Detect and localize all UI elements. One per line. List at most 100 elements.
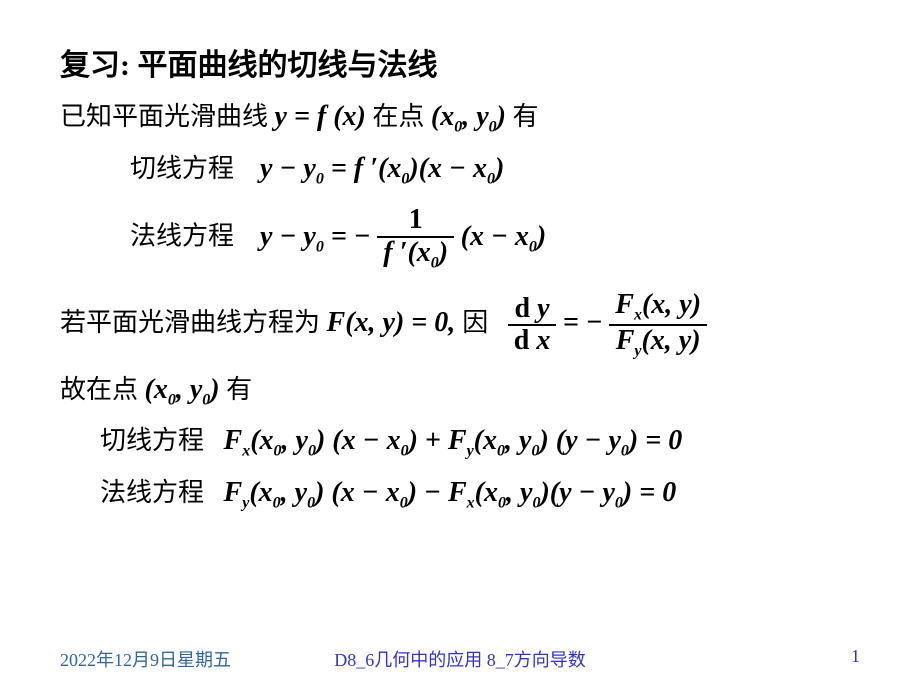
- slide: 复习: 平面曲线的切线与法线 已知平面光滑曲线 y = f (x) 在点 (x0…: [0, 0, 920, 690]
- t2-7: , y: [505, 425, 531, 456]
- n2-4: ) (x − x: [315, 477, 400, 508]
- footer-date: 2022年12月9日星期五: [60, 646, 231, 672]
- dx-x: x: [536, 325, 550, 356]
- footer-page: 1: [851, 646, 860, 672]
- tan-s1: 0: [316, 170, 324, 187]
- tan-mid: )(x − x: [409, 153, 487, 184]
- fy-b: (x, y): [641, 325, 700, 356]
- dy-y: y: [537, 293, 549, 324]
- tangent-eq: y − y0 = f ′(x0)(x − x0): [260, 153, 504, 184]
- t2-s6: 0: [497, 443, 505, 460]
- nor-end: ): [537, 221, 546, 252]
- fden-s: 0: [431, 255, 439, 272]
- therefore-line: 故在点 (x0, y0) 有: [60, 369, 860, 413]
- n2-3: , y: [281, 477, 307, 508]
- n2-7: , y: [506, 477, 532, 508]
- text-if-curve: 若平面光滑曲线方程为: [60, 308, 320, 337]
- n2-1: F: [224, 477, 243, 508]
- tan-end: ): [495, 153, 504, 184]
- eq-yfx: y = f (x): [275, 101, 366, 132]
- pt2-s0a: 0: [168, 391, 176, 408]
- footer-title: D8_6几何中的应用 8_7方向导数: [334, 646, 586, 672]
- t2-3: , y: [282, 425, 308, 456]
- normal-rhs: (x − x0): [461, 221, 547, 252]
- normal-line: 法线方程 y − y0 = − 1 f ′(x0) (x − x0): [130, 205, 860, 272]
- frac-num: 1: [377, 205, 454, 238]
- n2-s5: x: [467, 494, 475, 511]
- text-prefix: 已知平面光滑曲线: [60, 102, 268, 131]
- n2-9: ) = 0: [623, 477, 676, 508]
- dydx-block: d y d x = − Fx(x, y) Fy(x, y): [508, 290, 707, 360]
- n2-8: )(y − y: [540, 477, 614, 508]
- nor-eq: = −: [324, 221, 371, 252]
- nor-s1: 0: [316, 238, 324, 255]
- t2-9: ) = 0: [629, 425, 682, 456]
- normal-frac: 1 f ′(x0): [377, 205, 454, 272]
- Fx-num: Fx(x, y): [609, 290, 707, 326]
- text-has: 有: [512, 102, 538, 131]
- tangent2-label: 切线方程: [100, 426, 204, 455]
- nor-rhs: (x − x: [461, 221, 529, 252]
- implicit-curve-line: 若平面光滑曲线方程为 F(x, y) = 0, 因 d y d x = − Fx…: [60, 290, 860, 360]
- t2-s2: 0: [274, 443, 282, 460]
- t2-s1: x: [242, 443, 250, 460]
- frac-den: f ′(x0): [377, 238, 454, 272]
- fden-b: ): [439, 237, 448, 268]
- t2-6: (x: [474, 425, 497, 456]
- fx-s: x: [634, 307, 642, 324]
- normal-lhs: y − y0 = −: [260, 221, 371, 252]
- fx-b: (x, y): [642, 289, 701, 320]
- dydx-frac: d y d x: [508, 294, 557, 358]
- fden-a: f ′(x: [383, 237, 431, 268]
- pt-close: ): [497, 101, 506, 132]
- tangent2-line: 切线方程 Fx(x0, y0) (x − x0) + Fy(x0, y0) (y…: [100, 420, 860, 464]
- pt-x: (x: [431, 101, 454, 132]
- t2-5: ) + F: [409, 425, 467, 456]
- n2-s4: 0: [400, 494, 408, 511]
- n2-s3: 0: [307, 494, 315, 511]
- t2-s4: 0: [401, 443, 409, 460]
- text-therefore: 故在点: [60, 375, 138, 404]
- n2-6: (x: [475, 477, 498, 508]
- nor-lhs: y − y: [260, 221, 316, 252]
- n2-s6: 0: [498, 494, 506, 511]
- tangent-line: 切线方程 y − y0 = f ′(x0)(x − x0): [130, 148, 860, 192]
- tan-lhs: y − y: [260, 153, 316, 184]
- n2-s8: 0: [615, 494, 623, 511]
- eq-Fxy: F(x, y) = 0,: [327, 307, 463, 338]
- normal2-line: 法线方程 Fy(x0, y0) (x − x0) − Fx(x0, y0)(y …: [100, 472, 860, 516]
- n2-2: (x: [249, 477, 272, 508]
- dydx-num: d y: [508, 294, 557, 327]
- n2-s2: 0: [273, 494, 281, 511]
- text-at-point: 在点: [372, 102, 424, 131]
- slide-title: 复习: 平面曲线的切线与法线: [60, 40, 860, 84]
- fy-a: F: [616, 325, 635, 356]
- n2-5: ) − F: [408, 477, 467, 508]
- tan-eq: = f ′(x: [324, 153, 401, 184]
- given-curve-line: 已知平面光滑曲线 y = f (x) 在点 (x0, y0) 有: [60, 96, 860, 140]
- nor-s2: 0: [529, 238, 537, 255]
- FxFy-frac: Fx(x, y) Fy(x, y): [609, 290, 707, 360]
- t2-2: (x: [250, 425, 273, 456]
- t2-s3: 0: [308, 443, 316, 460]
- t2-s5: y: [467, 443, 474, 460]
- pt2-x: (x: [145, 374, 168, 405]
- normal-label: 法线方程: [130, 222, 234, 251]
- normal2-label: 法线方程: [100, 478, 204, 507]
- dydx-den: d x: [508, 326, 557, 357]
- t2-1: F: [224, 425, 243, 456]
- tangent-label: 切线方程: [130, 154, 234, 183]
- text-has2: 有: [226, 375, 252, 404]
- point2: (x0, y0): [145, 374, 220, 405]
- t2-4: ) (x − x: [316, 425, 401, 456]
- text-because: 因: [462, 308, 488, 337]
- tangent2-eq: Fx(x0, y0) (x − x0) + Fy(x0, y0) (y − y0…: [224, 425, 683, 456]
- point-open: (x0, y0): [431, 101, 506, 132]
- eq-neg: = −: [563, 307, 603, 338]
- pt-comma: , y: [462, 101, 488, 132]
- normal2-eq: Fy(x0, y0) (x − x0) − Fx(x0, y0)(y − y0)…: [224, 477, 677, 508]
- tan-s3: 0: [487, 170, 495, 187]
- pt2-cl: ): [210, 374, 219, 405]
- t2-s8: 0: [621, 443, 629, 460]
- pt2-c: , y: [176, 374, 202, 405]
